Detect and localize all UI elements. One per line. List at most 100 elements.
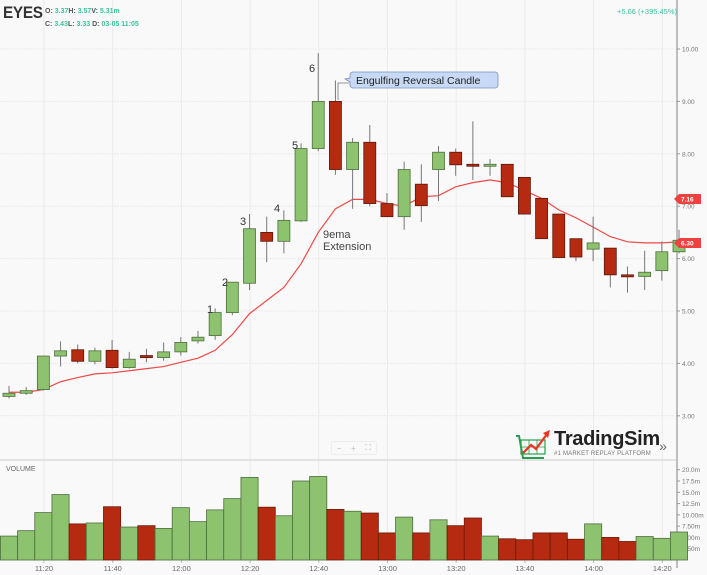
logo-subtitle: #1 MARKET REPLAY PLATFORM — [554, 451, 651, 457]
candle-body — [54, 350, 67, 357]
wave-count-label: 6 — [309, 63, 315, 75]
candle-body — [518, 176, 531, 215]
ohlc-row-2: C: 3.43L: 3.33 D: 03-05 11:05 — [45, 21, 139, 28]
volume-bar — [0, 535, 18, 561]
volume-bar — [670, 531, 688, 561]
ohlc-row-1: O: 3.37H: 3.57V: 5.31m — [45, 8, 120, 15]
candle — [552, 213, 566, 258]
candle — [36, 355, 50, 391]
candle — [414, 164, 428, 222]
candle — [2, 385, 16, 399]
candle — [380, 193, 394, 218]
time-tick-label: 11:20 — [35, 564, 53, 573]
candle — [535, 197, 548, 240]
price-tick-label: 9.00 — [682, 99, 695, 106]
volume-bar — [206, 509, 225, 561]
volume-bar — [377, 532, 396, 561]
candle-body — [329, 101, 342, 170]
wave-count-label: 4 — [274, 203, 280, 215]
candle — [311, 53, 325, 152]
candle-body — [225, 281, 239, 313]
candle-body — [500, 163, 514, 198]
volume-tick-label: 20.0m — [682, 467, 700, 474]
high-value: 3.57 — [77, 8, 92, 15]
price-tick-label: 3.00 — [682, 413, 695, 420]
volume-bar — [17, 530, 36, 561]
chart-header: EYES O: 3.37H: 3.57V: 5.31m C: 3.43L: 3.… — [0, 0, 707, 40]
candle-body — [363, 141, 377, 204]
volume-bar — [532, 532, 551, 561]
collapse-button[interactable]: » — [659, 438, 667, 454]
low-value: 3.33 — [76, 21, 91, 28]
price-tick-label: 8.00 — [682, 151, 695, 158]
volume-bars — [0, 476, 688, 561]
high-label: H: — [68, 8, 76, 15]
last-price-tag-shape — [674, 194, 701, 204]
volume-bar — [463, 517, 482, 561]
candle-body — [586, 242, 600, 250]
candle — [294, 143, 308, 222]
candle — [105, 339, 119, 369]
volume-bar — [343, 510, 362, 561]
callout-text: Engulfing Reversal Candle — [356, 75, 480, 87]
time-tick-label: 14:20 — [653, 564, 672, 573]
open-value: 3.37 — [54, 8, 69, 15]
candle — [54, 341, 67, 367]
ema-extension-note: Extension — [323, 241, 371, 253]
logo-title: TradingSim — [554, 428, 660, 450]
candle — [621, 266, 634, 293]
volume-bar — [171, 507, 190, 561]
volume-bar — [309, 476, 328, 561]
volume-bar — [85, 522, 104, 561]
candle — [225, 281, 239, 316]
price-tick-label: 7.00 — [682, 204, 695, 211]
zoom-out-button[interactable]: − — [336, 443, 342, 453]
volume-bar — [154, 527, 173, 561]
volume-bar — [566, 538, 585, 561]
candle-body — [552, 213, 566, 258]
candle-body — [621, 274, 634, 278]
candle — [466, 121, 480, 180]
volume-bar — [515, 539, 534, 561]
candle — [191, 330, 205, 344]
candle — [432, 145, 445, 201]
candles — [2, 53, 686, 399]
volume-bar — [498, 538, 517, 561]
candle-body — [466, 163, 480, 167]
zoom-in-button[interactable]: + — [351, 443, 356, 453]
price-tick-label: 6.00 — [682, 256, 695, 263]
volume-panel-label: VOLUME — [6, 466, 36, 473]
ema-value-tag-text: 6.30 — [681, 241, 694, 248]
candle-body — [243, 228, 256, 284]
open-label: O: — [45, 8, 53, 15]
volume-tick-label: 17.5m — [682, 478, 700, 485]
candle-body — [19, 390, 33, 394]
candle-body — [569, 238, 583, 258]
volume-bar — [412, 532, 431, 561]
candle-body — [380, 203, 394, 218]
date-value: 03-05 11:05 — [101, 21, 139, 28]
low-label: L: — [67, 21, 75, 28]
fit-screen-button[interactable]: ⛶ — [365, 443, 372, 452]
time-tick-label: 12:20 — [241, 564, 260, 573]
candle — [243, 214, 256, 291]
candle — [19, 386, 33, 395]
candle-body — [638, 271, 652, 277]
candle — [174, 337, 188, 356]
candle — [603, 247, 617, 288]
candle — [260, 216, 274, 263]
volume-bar — [51, 494, 70, 561]
candle — [638, 250, 652, 291]
candle — [397, 161, 411, 230]
candle-body — [294, 148, 308, 222]
ema9-line — [9, 179, 680, 393]
volume-tick-label: 2.50m — [682, 546, 700, 553]
time-tick-label: 14:00 — [584, 564, 603, 573]
candle-body — [36, 355, 50, 390]
candle-body — [397, 169, 411, 218]
candle-body — [71, 349, 85, 362]
candle — [500, 163, 514, 198]
volume-tick-label: 12.5m — [682, 501, 700, 508]
